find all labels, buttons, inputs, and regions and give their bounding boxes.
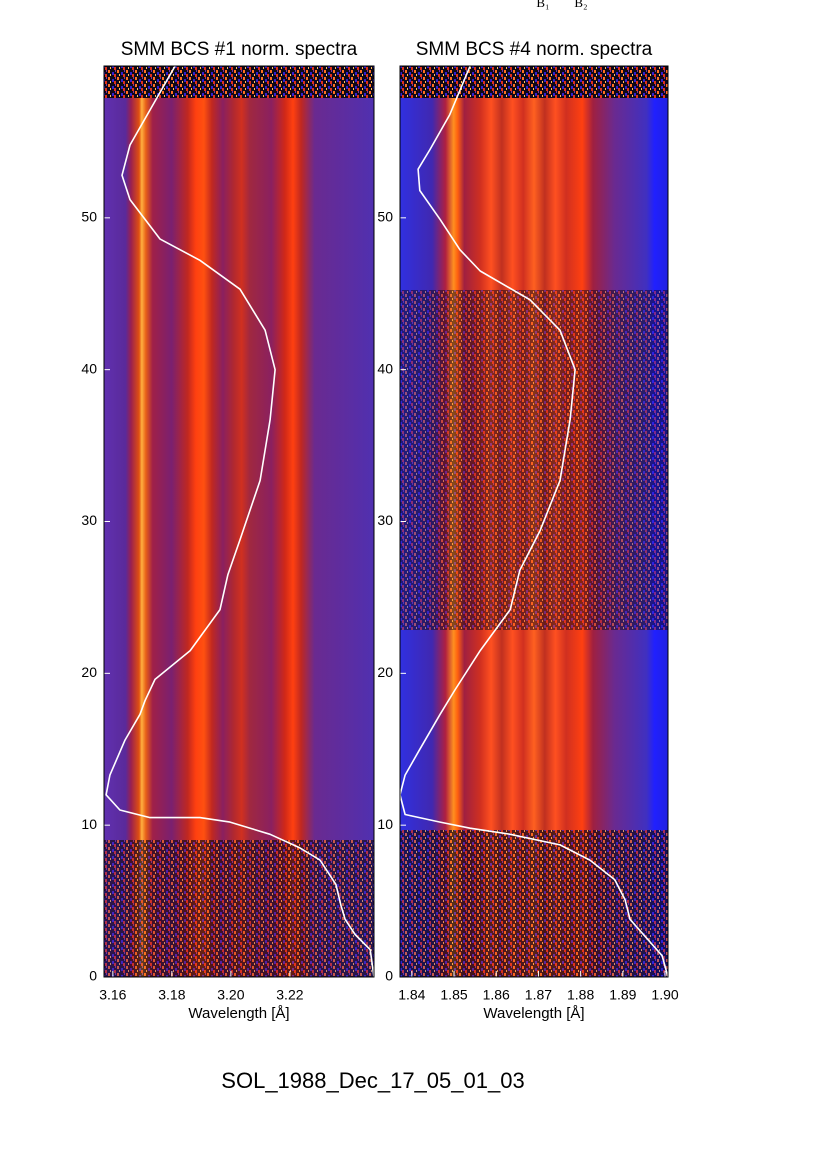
spectrogram-1 — [104, 66, 374, 977]
x-tick-label: 3.20 — [217, 987, 244, 1003]
x-tick-label: 3.18 — [158, 987, 185, 1003]
y-tick-label: 20 — [377, 664, 393, 680]
caption: SOL_1988_Dec_17_05_01_03 — [221, 1068, 524, 1093]
chart-title: SMM BCS #4 norm. spectra — [416, 39, 653, 60]
y-tick-label: 10 — [377, 816, 393, 832]
annotation: B₂ — [574, 0, 587, 10]
y-tick-label: 20 — [81, 664, 97, 680]
chart-title: SMM BCS #1 norm. spectra — [121, 39, 358, 60]
curve — [399, 65, 669, 978]
x-tick-label: 1.90 — [651, 987, 678, 1003]
y-tick-label: 40 — [377, 360, 393, 376]
y-tick-label: 50 — [377, 209, 393, 225]
y-tick-label: 0 — [89, 968, 97, 984]
x-axis-label: Wavelength [Å] — [483, 1005, 584, 1022]
x-tick-label: 1.85 — [440, 987, 467, 1003]
x-tick-label: 1.84 — [398, 987, 425, 1003]
y-tick-label: 0 — [385, 968, 393, 984]
curve — [105, 65, 375, 978]
y-tick-label: 30 — [81, 512, 97, 528]
x-tick-label: 3.22 — [276, 987, 303, 1003]
y-tick-label: 50 — [81, 209, 97, 225]
annotation: B₁ — [536, 0, 549, 10]
y-tick-label: 40 — [81, 360, 97, 376]
plot-frame — [399, 65, 669, 978]
y-tick-label: 10 — [81, 816, 97, 832]
y-tick-label: 30 — [377, 512, 393, 528]
spectrogram-2 — [400, 66, 668, 977]
x-tick-label: 1.87 — [525, 987, 552, 1003]
plot-frame — [103, 65, 375, 978]
x-tick-label: 3.16 — [99, 987, 126, 1003]
x-tick-label: 1.88 — [567, 987, 594, 1003]
x-axis-label: Wavelength [Å] — [188, 1005, 289, 1022]
x-tick-label: 1.86 — [483, 987, 510, 1003]
x-tick-label: 1.89 — [609, 987, 636, 1003]
